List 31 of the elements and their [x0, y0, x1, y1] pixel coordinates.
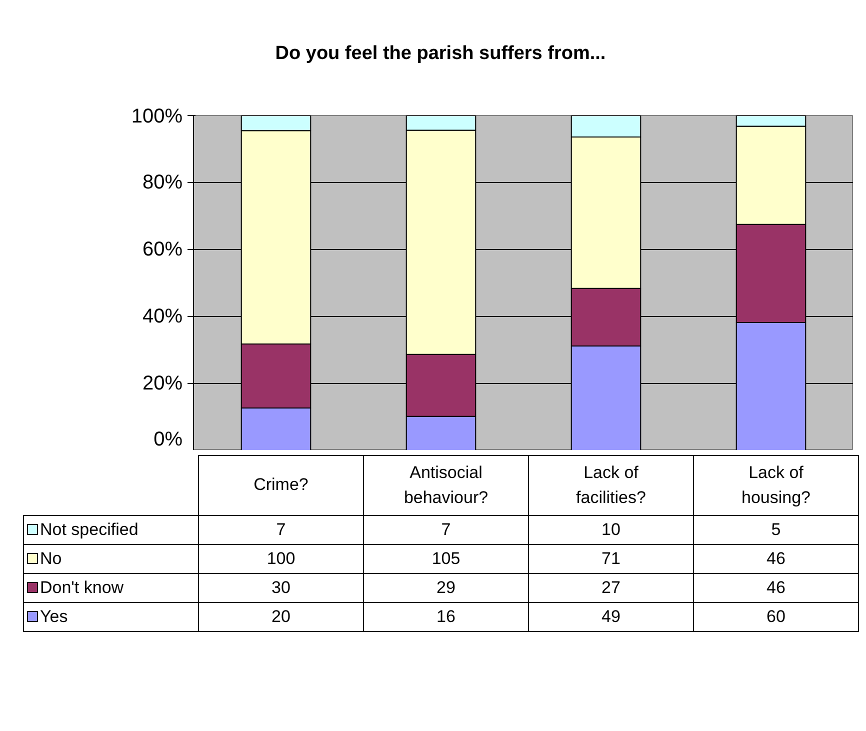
y-tick-label: 80%	[142, 172, 183, 194]
legend-label: Don't know	[24, 574, 198, 602]
chart-title: Do you feel the parish suffers from...	[274, 42, 607, 66]
legend-label: Yes	[24, 602, 198, 632]
text: 10	[528, 516, 694, 544]
text: 105	[364, 544, 528, 574]
x-tick-label: Lack of facilities?	[575, 462, 647, 508]
text: 60	[694, 602, 858, 632]
legend-label: Not specified	[24, 516, 198, 544]
legend-label: No	[24, 544, 198, 574]
text: 49	[528, 602, 694, 632]
x-tick-label: Antisocial behaviour?	[402, 462, 490, 508]
text: 30	[198, 574, 364, 602]
text: 7	[364, 516, 528, 544]
text: 27	[528, 574, 694, 602]
text: 20	[198, 602, 364, 632]
text: 71	[528, 544, 694, 574]
y-tick-label: 20%	[142, 372, 183, 394]
y-tick-label: 60%	[142, 238, 183, 260]
text: 100	[198, 544, 364, 574]
text: 5	[694, 516, 858, 544]
y-tick-label: 0%	[154, 428, 183, 450]
text: 46	[694, 544, 858, 574]
text: 16	[364, 602, 528, 632]
y-tick-label: 100%	[131, 106, 183, 128]
x-tick-label: Crime?	[252, 474, 310, 496]
y-tick-label: 40%	[142, 306, 183, 328]
text: 29	[364, 574, 528, 602]
text: 7	[198, 516, 364, 544]
text: 46	[694, 574, 858, 602]
x-tick-label: Lack of housing?	[740, 462, 812, 508]
